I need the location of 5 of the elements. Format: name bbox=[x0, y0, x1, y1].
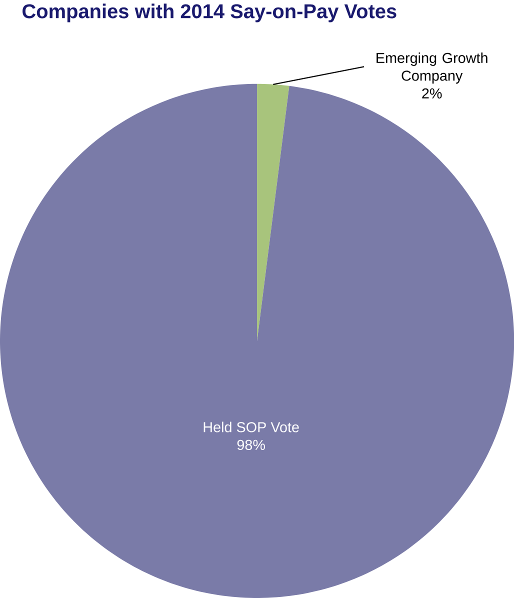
data-label: 2% bbox=[422, 88, 442, 98]
slice-label: Held SOP Vote bbox=[204, 422, 299, 432]
data-label: 98% bbox=[237, 440, 265, 450]
slice-label: Emerging Growth Company bbox=[376, 52, 488, 84]
chart-title: Companies with 2014 Say-on-Pay Votes bbox=[22, 4, 396, 22]
